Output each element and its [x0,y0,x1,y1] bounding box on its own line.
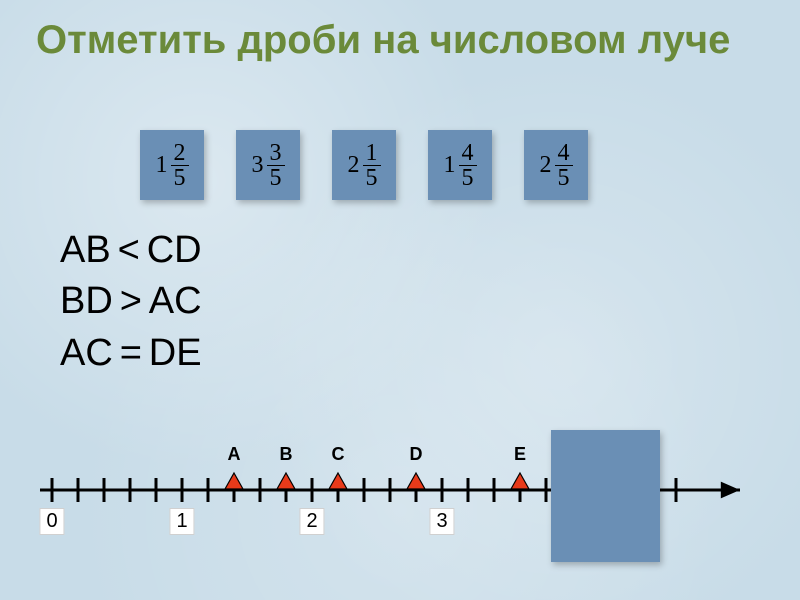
comparison-row: AC=DE [60,328,202,379]
fractions-row: 125335215145245 [140,130,588,200]
comparison-row: AB<CD [60,225,202,276]
comparisons-block: AB<CDBD>ACAC=DE [60,225,202,379]
axis-integer-label: 3 [429,508,454,535]
numberline: A B C D E 0 1 2 3 [40,420,760,570]
fraction-whole: 2 [348,152,360,179]
point-marker [275,471,297,496]
axis-integer-label: 0 [39,508,64,535]
fraction-box[interactable]: 245 [524,130,588,200]
point-marker [223,471,245,496]
fraction-denominator: 5 [363,166,381,190]
fraction-box[interactable]: 145 [428,130,492,200]
fraction-whole: 3 [252,152,264,179]
fraction-whole: 1 [156,152,168,179]
fraction-numerator: 4 [459,141,477,166]
comparison-left: AC [60,332,113,374]
comparison-row: BD>AC [60,276,202,327]
cover-block[interactable] [551,430,660,562]
comparison-left: BD [60,280,113,322]
axis-integer-label: 1 [169,508,194,535]
fraction-whole: 1 [444,152,456,179]
fraction-whole: 2 [540,152,552,179]
point-label: D [410,444,423,465]
comparison-right: AC [149,280,202,322]
point-label: C [332,444,345,465]
comparison-op: < [111,225,147,276]
comparison-left: AB [60,229,111,271]
fraction-denominator: 5 [171,166,189,190]
fraction-denominator: 5 [459,166,477,190]
fraction-numerator: 1 [363,141,381,166]
fraction-box[interactable]: 335 [236,130,300,200]
slide-title: Отметить дроби на числовом луче [36,18,730,62]
slide: Отметить дроби на числовом луче 12533521… [0,0,800,600]
comparison-right: CD [147,229,202,271]
point-label: A [228,444,241,465]
point-marker [327,471,349,496]
comparison-right: DE [149,332,202,374]
point-label: E [514,444,526,465]
point-label: B [280,444,293,465]
fraction-numerator: 3 [267,141,285,166]
point-marker [405,471,427,496]
axis-integer-label: 2 [299,508,324,535]
point-marker [509,471,531,496]
comparison-op: > [113,276,149,327]
fraction-denominator: 5 [555,166,573,190]
comparison-op: = [113,328,149,379]
fraction-box[interactable]: 215 [332,130,396,200]
fraction-numerator: 2 [171,141,189,166]
fraction-denominator: 5 [267,166,285,190]
fraction-numerator: 4 [555,141,573,166]
fraction-box[interactable]: 125 [140,130,204,200]
